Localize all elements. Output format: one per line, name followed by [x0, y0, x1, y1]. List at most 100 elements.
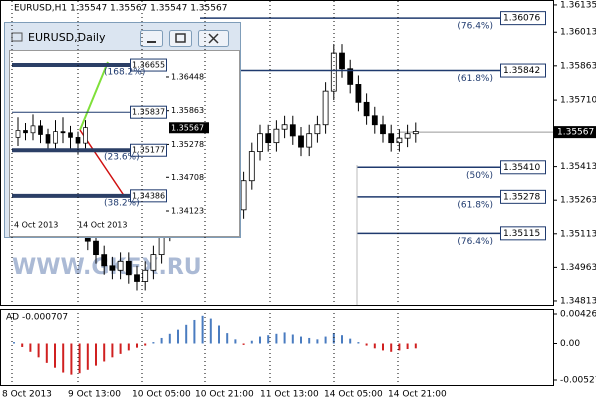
fib-price-box: [130, 105, 167, 119]
candle-body: [93, 240, 99, 256]
y-tick-label: 0.00: [560, 339, 580, 349]
candle-body: [380, 124, 386, 135]
x-tick-label: 14 Oct 21:00: [388, 390, 447, 400]
y-tick-label: 1.36448: [171, 72, 204, 81]
fib-price-box: [500, 11, 546, 26]
y-tick-label: 0.004263: [560, 309, 596, 319]
y-tick-label: 1.35263: [560, 196, 596, 206]
main-chart: EURUSD,H1 1.35547 1.35567 1.35547 1.3556…: [11, 0, 596, 306]
candle-body: [125, 260, 132, 276]
candle-body: [404, 133, 411, 139]
fib-ratio-label: (38.2%): [104, 198, 140, 208]
candle-body: [281, 124, 288, 130]
candle-body: [412, 131, 419, 135]
current-price-label: 1.35567: [557, 128, 594, 138]
main-frame: [0, 0, 554, 306]
maximize-button[interactable]: [169, 30, 192, 47]
candle-body: [314, 124, 321, 135]
candle-body: [75, 137, 81, 144]
candle-body: [355, 84, 362, 103]
candle-body: [60, 131, 66, 134]
candle-body: [150, 254, 157, 271]
x-tick-label: 8 Oct 2013: [2, 390, 52, 400]
window-client: [9, 50, 240, 237]
candle-body: [347, 68, 354, 85]
candle-body: [45, 134, 51, 144]
candle-body: [134, 274, 140, 282]
candle-body: [371, 115, 378, 126]
fib-price-label: 1.35115: [503, 229, 540, 239]
y-tick-label: 1.34123: [171, 207, 204, 216]
candle-body: [273, 128, 280, 144]
candle-body: [322, 90, 329, 126]
maximize-icon: [175, 33, 186, 43]
x-tick-label: 10 Oct 21:00: [195, 390, 254, 400]
y-tick-label: 1.35113: [560, 229, 596, 239]
candle-body: [257, 133, 263, 153]
candle-body: [109, 265, 116, 271]
fib-price-label: 1.35842: [503, 66, 540, 76]
y-tick-label: 1.35413: [560, 162, 596, 172]
x-tick-label: 14 Oct 05:00: [324, 390, 383, 400]
fib-price-label: 1.35410: [503, 163, 540, 173]
y-tick-label: 1.35863: [171, 106, 204, 115]
fib-price-box: [500, 63, 546, 78]
candle-body: [101, 254, 108, 267]
candle-body: [53, 131, 58, 144]
current-price-box: [554, 126, 596, 139]
candle-body: [83, 127, 88, 144]
fib-trend-up: [79, 61, 109, 131]
fib-ratio-label: (61.8%): [457, 74, 493, 84]
indicator-label: AD -0.000707: [6, 313, 68, 323]
x-tick-label: 9 Oct 13:00: [68, 390, 121, 400]
candle-body: [396, 137, 403, 144]
fib-ratio-label: (61.8%): [457, 200, 493, 210]
candle-body: [388, 133, 395, 144]
fib-ratio-label: (76.4%): [457, 22, 493, 32]
fib-price-box: [500, 189, 546, 204]
close-icon: [208, 33, 219, 44]
current-price-label: 1.35567: [171, 123, 204, 132]
candle-body: [142, 269, 149, 282]
candle-body: [15, 130, 21, 138]
candle-body: [248, 151, 255, 182]
candle-body: [38, 125, 43, 135]
header: EURUSD,H1 1.35547 1.35567 1.35547 1.3556…: [14, 4, 227, 14]
x-tick-label: 4 Oct 2013: [14, 221, 58, 230]
indicator-panel: AD -0.000707 0.004263 0.00 -0.005278: [6, 309, 596, 385]
current-price-box: [169, 122, 209, 134]
candle-body: [289, 124, 296, 137]
candle-body: [23, 130, 28, 134]
fib-price-box: [130, 189, 167, 203]
minimize-button[interactable]: [140, 30, 163, 47]
x-tick-label: 10 Oct 05:00: [132, 390, 191, 400]
y-tick-label: 1.34708: [171, 173, 204, 182]
y-tick-label: 1.36013: [560, 28, 596, 38]
y-tick-label: 1.36135: [560, 0, 596, 10]
x-tick-label: 11 Oct 13:00: [260, 390, 319, 400]
y-tick-label: 1.35863: [560, 61, 596, 71]
candle-body: [265, 133, 272, 144]
y-tick-label: 1.34813: [560, 296, 596, 306]
fib-price-label: 1.36655: [132, 61, 165, 70]
fib-price-box: [500, 160, 546, 175]
fib-ratio-label: (76.4%): [457, 237, 493, 247]
y-tick-label: -0.005278: [560, 376, 596, 386]
y-tick-label: 1.35278: [171, 140, 204, 149]
x-tick-label: 14 Oct 2013: [78, 221, 127, 230]
candle-body: [298, 135, 304, 148]
fib-price-box: [130, 58, 167, 72]
window-title: EURUSD,Daily: [28, 31, 106, 44]
fib-price-label: 1.35837: [132, 108, 165, 117]
fib-price-box: [130, 143, 167, 157]
candle-body: [117, 260, 124, 271]
y-tick-label: 1.35710: [560, 96, 596, 106]
fib-price-label: 1.34386: [132, 191, 165, 200]
fib-price-label: 1.35177: [132, 146, 165, 155]
fib-price-box: [500, 226, 546, 241]
fib-ratio-label: (23.6%): [104, 153, 140, 163]
candle-body: [30, 125, 36, 134]
candle-body: [240, 180, 247, 211]
inset-window: EURUSD,Daily 1.36448 1.35863 1.35278 1.3470…: [4, 22, 241, 238]
